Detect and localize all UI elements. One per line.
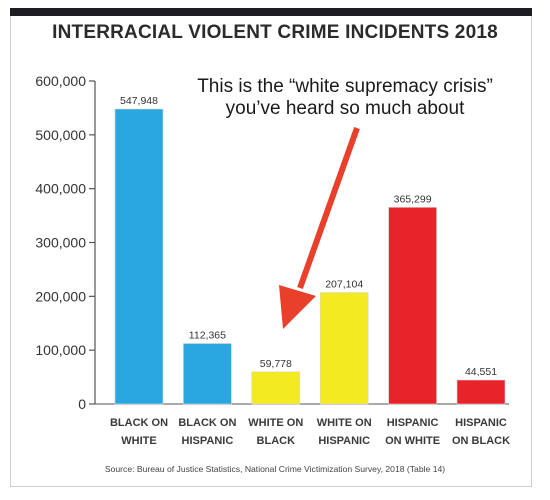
y-tick-label-5: 500,000 <box>35 127 86 143</box>
category-label-0-0: BLACK ON <box>110 417 168 429</box>
bar-4 <box>388 207 437 405</box>
y-tick-label-2: 200,000 <box>35 288 86 304</box>
bar-3 <box>319 292 369 405</box>
category-label-1-0: BLACK ON <box>178 417 236 429</box>
bar-2 <box>251 371 301 405</box>
y-tick-label-0: 0 <box>78 396 86 412</box>
annotation-text: This is the “white supremacy crisis” you… <box>160 76 530 120</box>
category-label-2-0: WHITE ON <box>248 417 303 429</box>
top-rule <box>10 8 532 16</box>
category-label-1-1: HISPANIC <box>182 435 234 447</box>
value-label-2: 59,778 <box>260 358 292 370</box>
category-label-5-0: HISPANIC <box>455 417 507 429</box>
category-label-3-0: WHITE ON <box>317 417 372 429</box>
y-tick-label-3: 300,000 <box>35 235 86 251</box>
y-tick-label-4: 400,000 <box>35 181 86 197</box>
category-label-4-0: HISPANIC <box>387 417 439 429</box>
category-label-5-1: ON BLACK <box>452 435 510 447</box>
bar-0 <box>114 108 164 405</box>
value-label-0: 547,948 <box>120 95 158 107</box>
category-label-4-1: ON WHITE <box>385 435 440 447</box>
value-label-4: 365,299 <box>394 193 432 205</box>
bar-1 <box>183 343 232 405</box>
chart-frame <box>10 16 532 487</box>
value-label-5: 44,551 <box>465 366 497 378</box>
category-label-3-1: HISPANIC <box>318 435 370 447</box>
bar-5 <box>456 379 506 405</box>
annotation-arrow-shaft <box>297 126 360 290</box>
y-tick-label-1: 100,000 <box>35 342 86 358</box>
y-tick-label-6: 600,000 <box>35 73 86 89</box>
annotation-line-2: you’ve heard so much about <box>225 98 465 119</box>
source-note: Source: Bureau of Justice Statistics, Na… <box>104 464 446 474</box>
annotation-arrow-head <box>279 285 316 329</box>
value-label-3: 207,104 <box>325 279 363 291</box>
chart-title: INTERRACIAL VIOLENT CRIME INCIDENTS 2018 <box>52 22 498 43</box>
category-label-0-1: WHITE <box>121 435 156 447</box>
annotation-line-1: This is the “white supremacy crisis” <box>197 76 493 97</box>
value-label-1: 112,365 <box>189 330 226 342</box>
category-label-2-1: BLACK <box>257 435 296 447</box>
